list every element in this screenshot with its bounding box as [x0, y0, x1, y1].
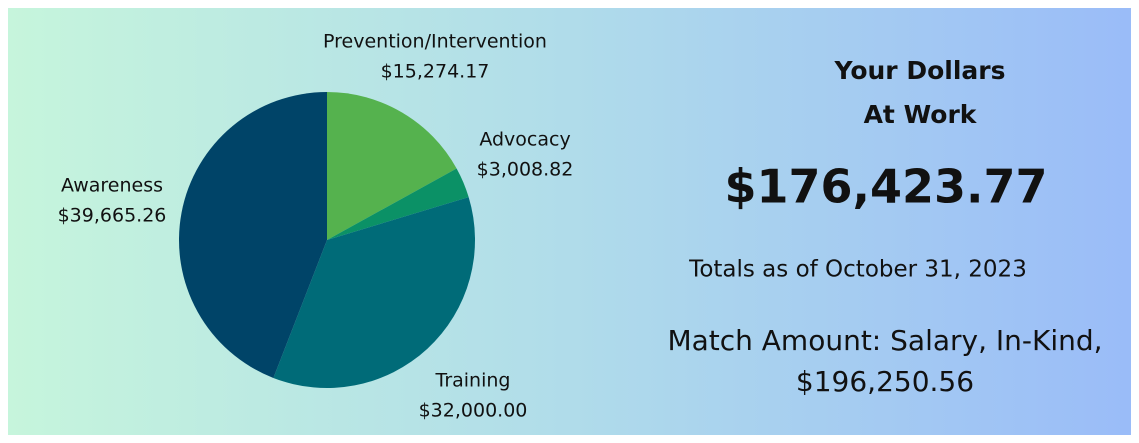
slice-value: $39,665.26 [58, 205, 167, 227]
pie [179, 92, 475, 388]
match-value: $196,250.56 [796, 365, 974, 398]
pie-slice [179, 92, 327, 378]
slice-label: Training [435, 370, 511, 392]
pie-slice [327, 92, 457, 240]
slice-label: Prevention/Intervention [323, 31, 547, 53]
slice-label: Awareness [61, 175, 163, 197]
as-of: Totals as of October 31, 2023 [688, 257, 1027, 283]
pie-slice [327, 168, 469, 240]
slice-value: $3,008.82 [477, 159, 574, 181]
slice-value: $32,000.00 [419, 400, 528, 422]
pie-slice [273, 197, 475, 388]
total: $176,423.77 [724, 160, 1047, 214]
slice-label: Advocacy [479, 129, 570, 151]
match-label: Match Amount: Salary, In-Kind, [667, 324, 1102, 357]
heading: At Work [864, 100, 978, 129]
slice-value: $15,274.17 [381, 61, 490, 83]
heading: Your Dollars [834, 56, 1006, 85]
